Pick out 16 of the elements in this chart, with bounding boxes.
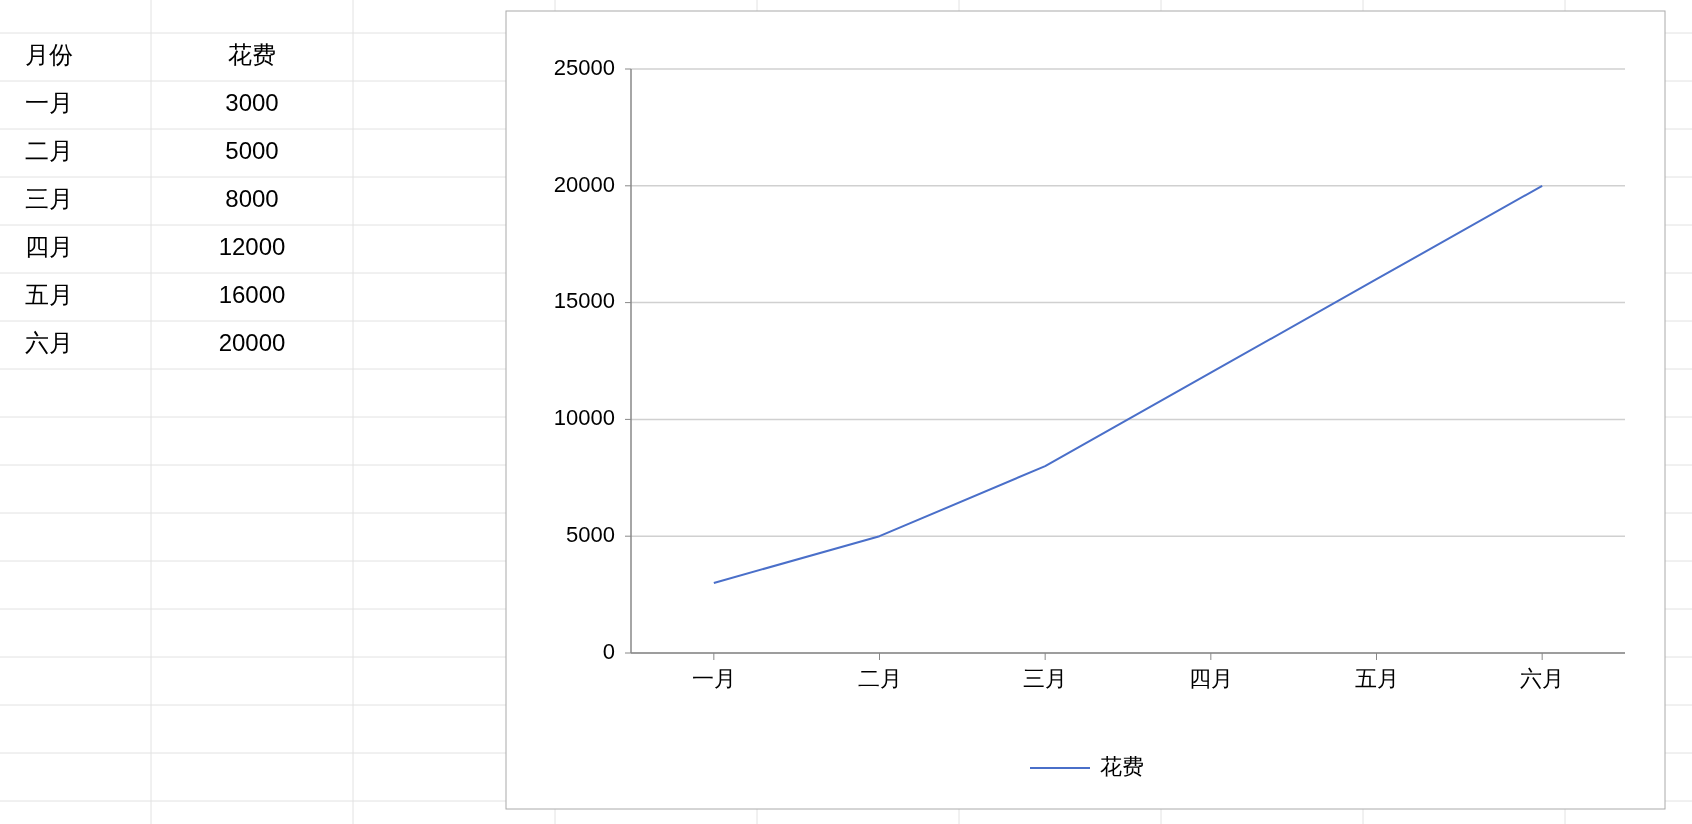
x-tick-label: 一月 [691,666,736,691]
y-tick-label: 15000 [553,288,615,314]
x-tick-label: 二月 [857,666,902,691]
line-series [712,184,1544,584]
y-tick-label: 20000 [553,171,615,197]
y-tick-label: 0 [602,638,615,664]
legend: 花费 [1029,753,1144,779]
x-tick-label: 四月 [1188,666,1233,691]
legend-label: 花费 [1100,753,1144,779]
y-tick-label: 10000 [553,405,615,431]
y-tick-label: 25000 [553,54,615,80]
y-tick-label: 5000 [566,522,615,548]
x-tick-label: 三月 [1023,666,1068,691]
x-tick-label: 五月 [1354,666,1399,691]
x-tick-label: 六月 [1520,666,1565,691]
data-table: 月份 花费 一月 二月 三月 四月 五月 六月 3000 5000 8000 12000 16000 20000 [25,41,286,357]
